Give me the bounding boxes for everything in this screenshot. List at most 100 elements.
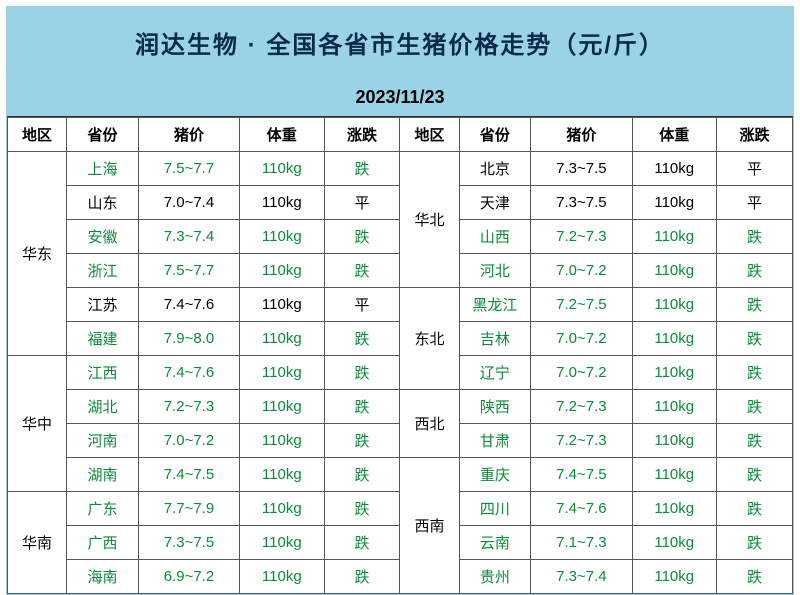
price-cell: 7.4~7.6 [531, 492, 632, 526]
price-cell: 7.4~7.6 [138, 288, 239, 322]
weight-cell: 110kg [632, 492, 716, 526]
weight-cell: 110kg [632, 322, 716, 356]
weight-cell: 110kg [240, 458, 324, 492]
weight-cell: 110kg [240, 220, 324, 254]
price-cell: 7.2~7.3 [531, 390, 632, 424]
header-row: 地区 省份 猪价 体重 涨跌 地区 省份 猪价 体重 涨跌 [8, 118, 793, 152]
province-cell: 浙江 [67, 254, 139, 288]
province-cell: 贵州 [459, 560, 531, 594]
price-cell: 7.0~7.2 [531, 322, 632, 356]
province-cell: 辽宁 [459, 356, 531, 390]
col-trend-r: 涨跌 [716, 118, 792, 152]
region-cell: 西北 [400, 390, 459, 458]
trend-cell: 跌 [716, 390, 792, 424]
date-label: 2023/11/23 [7, 79, 793, 117]
weight-cell: 110kg [240, 322, 324, 356]
weight-cell: 110kg [632, 152, 716, 186]
price-cell: 7.0~7.2 [531, 356, 632, 390]
weight-cell: 110kg [632, 356, 716, 390]
trend-cell: 平 [324, 288, 400, 322]
price-cell: 7.9~8.0 [138, 322, 239, 356]
price-cell: 7.2~7.3 [138, 390, 239, 424]
weight-cell: 110kg [632, 390, 716, 424]
weight-cell: 110kg [240, 152, 324, 186]
weight-cell: 110kg [632, 458, 716, 492]
price-cell: 7.3~7.4 [531, 560, 632, 594]
weight-cell: 110kg [632, 220, 716, 254]
weight-cell: 110kg [240, 390, 324, 424]
table-row: 江苏7.4~7.6110kg平东北黑龙江7.2~7.5110kg跌 [8, 288, 793, 322]
trend-cell: 跌 [324, 322, 400, 356]
trend-cell: 跌 [716, 560, 792, 594]
price-cell: 7.2~7.3 [531, 424, 632, 458]
col-weight-l: 体重 [240, 118, 324, 152]
table-row: 湖北7.2~7.3110kg跌西北陕西7.2~7.3110kg跌 [8, 390, 793, 424]
province-cell: 上海 [67, 152, 139, 186]
province-cell: 湖南 [67, 458, 139, 492]
price-cell: 7.2~7.5 [531, 288, 632, 322]
col-region-r: 地区 [400, 118, 459, 152]
col-trend-l: 涨跌 [324, 118, 400, 152]
region-cell: 华北 [400, 152, 459, 288]
trend-cell: 跌 [324, 458, 400, 492]
trend-cell: 跌 [716, 254, 792, 288]
province-cell: 重庆 [459, 458, 531, 492]
price-cell: 7.4~7.5 [531, 458, 632, 492]
trend-cell: 跌 [324, 254, 400, 288]
province-cell: 黑龙江 [459, 288, 531, 322]
region-cell: 华中 [8, 356, 67, 492]
province-cell: 甘肃 [459, 424, 531, 458]
page-title: 润达生物 · 全国各省市生猪价格走势（元/斤） [7, 7, 793, 79]
province-cell: 广东 [67, 492, 139, 526]
trend-cell: 跌 [716, 322, 792, 356]
col-weight-r: 体重 [632, 118, 716, 152]
trend-cell: 跌 [324, 526, 400, 560]
price-table: 地区 省份 猪价 体重 涨跌 地区 省份 猪价 体重 涨跌 华东上海7.5~7.… [7, 117, 793, 594]
trend-cell: 跌 [716, 356, 792, 390]
price-cell: 7.5~7.7 [138, 254, 239, 288]
trend-cell: 跌 [716, 458, 792, 492]
trend-cell: 跌 [324, 492, 400, 526]
weight-cell: 110kg [632, 288, 716, 322]
weight-cell: 110kg [632, 254, 716, 288]
trend-cell: 跌 [716, 424, 792, 458]
weight-cell: 110kg [240, 424, 324, 458]
price-table-container: 润达生物 · 全国各省市生猪价格走势（元/斤） 2023/11/23 地区 省份… [6, 6, 794, 595]
price-cell: 7.4~7.5 [138, 458, 239, 492]
trend-cell: 平 [716, 152, 792, 186]
weight-cell: 110kg [240, 186, 324, 220]
province-cell: 河北 [459, 254, 531, 288]
trend-cell: 平 [716, 186, 792, 220]
price-cell: 7.0~7.4 [138, 186, 239, 220]
price-cell: 7.7~7.9 [138, 492, 239, 526]
region-cell: 华东 [8, 152, 67, 356]
weight-cell: 110kg [240, 356, 324, 390]
trend-cell: 跌 [716, 492, 792, 526]
province-cell: 海南 [67, 560, 139, 594]
price-cell: 7.3~7.5 [531, 186, 632, 220]
price-cell: 7.3~7.4 [138, 220, 239, 254]
weight-cell: 110kg [632, 186, 716, 220]
trend-cell: 跌 [716, 288, 792, 322]
price-cell: 7.2~7.3 [531, 220, 632, 254]
price-cell: 6.9~7.2 [138, 560, 239, 594]
province-cell: 江西 [67, 356, 139, 390]
trend-cell: 跌 [716, 220, 792, 254]
col-province-r: 省份 [459, 118, 531, 152]
col-price-r: 猪价 [531, 118, 632, 152]
price-cell: 7.0~7.2 [138, 424, 239, 458]
price-cell: 7.3~7.5 [138, 526, 239, 560]
price-cell: 7.5~7.7 [138, 152, 239, 186]
col-province-l: 省份 [67, 118, 139, 152]
region-cell: 西南 [400, 458, 459, 594]
trend-cell: 跌 [324, 356, 400, 390]
col-price-l: 猪价 [138, 118, 239, 152]
table-row: 湖南7.4~7.5110kg跌西南重庆7.4~7.5110kg跌 [8, 458, 793, 492]
trend-cell: 跌 [324, 560, 400, 594]
table-row: 华东上海7.5~7.7110kg跌华北北京7.3~7.5110kg平 [8, 152, 793, 186]
trend-cell: 跌 [324, 220, 400, 254]
province-cell: 江苏 [67, 288, 139, 322]
trend-cell: 跌 [324, 424, 400, 458]
weight-cell: 110kg [240, 254, 324, 288]
trend-cell: 跌 [324, 152, 400, 186]
